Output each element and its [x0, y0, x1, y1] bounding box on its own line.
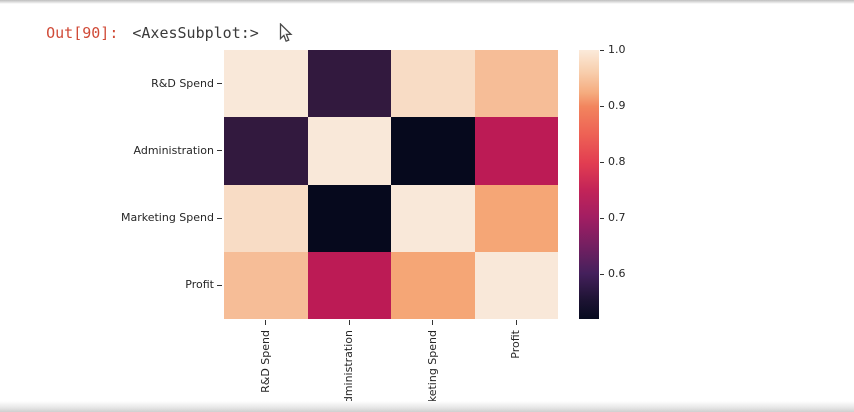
- heatmap-cell: [474, 251, 558, 319]
- colorbar-tick: [600, 49, 604, 51]
- mouse-cursor-icon: [279, 23, 293, 43]
- x-axis-label: R&D Spend: [258, 330, 272, 393]
- heatmap-cell: [307, 117, 391, 185]
- x-axis-label: Marketing Spend: [425, 330, 439, 412]
- y-axis-tick: [217, 284, 222, 286]
- x-axis-label: Profit: [509, 330, 523, 359]
- colorbar-tick: [600, 217, 604, 219]
- colorbar-tick: [600, 161, 604, 163]
- x-axis-tick: [515, 320, 517, 325]
- y-axis-label: Administration: [133, 143, 215, 157]
- heatmap-cell: [474, 184, 558, 252]
- x-axis-tick: [265, 320, 267, 325]
- heatmap-cell: [391, 50, 475, 118]
- console-output-line: Out[90]: <AxesSubplot:>: [10, 5, 259, 62]
- heatmap-cell: [391, 117, 475, 185]
- heatmap-cell: [391, 251, 475, 319]
- colorbar-tick: [600, 105, 604, 107]
- x-axis-tick: [348, 320, 350, 325]
- y-axis-label: Marketing Spend: [120, 211, 214, 225]
- out-prompt-label: Out[90]:: [46, 24, 119, 42]
- y-axis-label: Profit: [185, 278, 214, 292]
- window-top-edge: [0, 0, 854, 4]
- colorbar-tick-label: 0.6: [608, 267, 626, 281]
- x-axis-label: Administration: [342, 330, 356, 411]
- heatmap-cell: [224, 117, 308, 185]
- heatmap-cell: [224, 50, 308, 118]
- colorbar-tick-label: 0.9: [608, 99, 626, 113]
- colorbar-tick-label: 0.8: [608, 155, 626, 169]
- heatmap-cell: [307, 50, 391, 118]
- heatmap-cell: [391, 184, 475, 252]
- colorbar-tick-label: 1.0: [608, 43, 626, 56]
- heatmap-cell: [224, 184, 308, 252]
- out-result-text: <AxesSubplot:>: [132, 24, 259, 42]
- colorbar-tick-label: 0.7: [608, 211, 626, 225]
- colorbar-tick: [600, 273, 604, 275]
- y-axis-label: R&D Spend: [151, 76, 214, 90]
- heatmap-cell: [307, 184, 391, 252]
- colorbar: [579, 50, 599, 319]
- heatmap-cell: [474, 50, 558, 118]
- x-axis-tick: [432, 320, 434, 325]
- y-axis-tick: [217, 217, 222, 219]
- heatmap-cell: [307, 251, 391, 319]
- y-axis-tick: [217, 150, 222, 152]
- correlation-heatmap: [224, 50, 558, 319]
- heatmap-cell: [474, 117, 558, 185]
- y-axis-tick: [217, 83, 222, 85]
- heatmap-cell: [224, 251, 308, 319]
